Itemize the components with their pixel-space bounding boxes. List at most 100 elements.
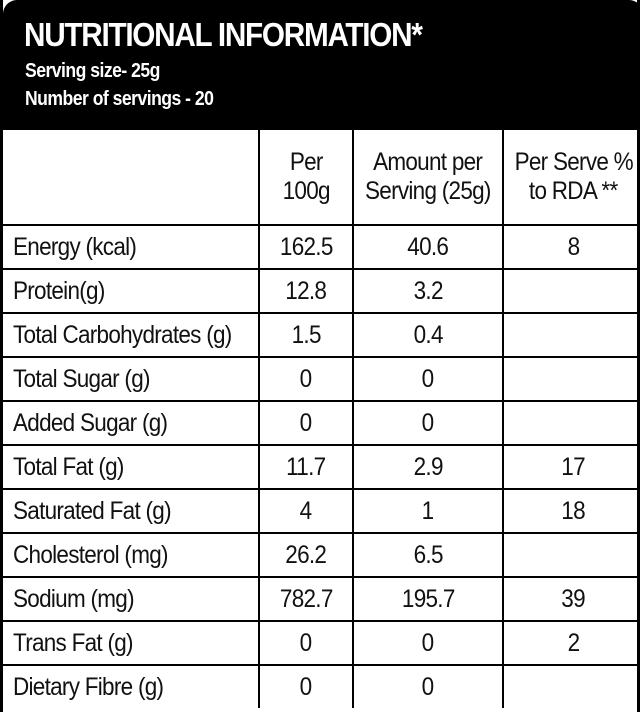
value-text: 0 [300,364,313,393]
value-text: 2.9 [413,452,443,481]
value-text: 162.5 [279,232,333,261]
value-per-100g: 1.5 [258,313,353,358]
value-text: 2 [567,628,581,657]
value-text: 40.6 [407,232,450,261]
value-text: 26.2 [285,540,328,569]
table-row: Total Fat (g) 11.7 2.9 17 [3,445,640,490]
nutrient-name: Sodium (mg) [3,577,259,622]
nutrient-name-text: Dietary Fibre (g) [13,672,164,701]
table-row: Dietary Fibre (g) 0 0 [3,665,640,708]
value-per-serving: 0 [352,665,503,708]
value-text: 782.7 [279,584,333,613]
column-header-line: Amount per [373,148,483,176]
value-per-serving: 6.5 [352,533,503,578]
value-text: 39 [561,584,586,613]
value-text: 3.2 [413,276,443,305]
value-text: 0 [422,672,435,701]
nutrient-name-text: Cholesterol (mg) [13,540,169,569]
value-rda [502,533,640,578]
value-text: 6.5 [413,540,443,569]
nutrient-name: Energy (kcal) [3,225,259,270]
nutrient-name: Added Sugar (g) [3,401,259,446]
table-row: Trans Fat (g) 0 0 2 [3,621,640,666]
column-header-per-100g: Per 100g [258,130,353,226]
value-text: 8 [567,232,581,261]
value-rda [502,665,640,708]
value-per-serving: 0 [352,621,503,666]
nutrient-name-text: Protein(g) [13,276,105,305]
column-header-line: Serving (25g) [365,177,491,205]
nutrient-name: Protein(g) [3,269,259,314]
value-text: 0 [300,672,313,701]
nutrition-header: NUTRITIONAL INFORMATION* Serving size- 2… [3,0,640,130]
value-per-100g: 0 [258,401,353,446]
value-text: 12.8 [285,276,328,305]
column-header-rda: Per Serve % to RDA ** [502,130,640,226]
column-header-line: Per Serve % [514,148,633,176]
nutrient-name-text: Total Fat (g) [13,452,124,481]
value-text: 1 [422,496,435,525]
serving-size: Serving size- 25g [25,60,160,82]
value-per-100g: 782.7 [258,577,353,622]
label-title: NUTRITIONAL INFORMATION* [24,16,423,53]
column-header-line: to RDA ** [529,177,618,205]
value-rda [502,401,640,446]
value-rda [502,269,640,314]
table-row: Saturated Fat (g) 4 1 18 [3,489,640,534]
value-text: 0 [422,364,435,393]
value-text: 0 [300,408,313,437]
table-row: Added Sugar (g) 0 0 [3,401,640,446]
value-per-100g: 0 [258,621,353,666]
value-per-serving: 195.7 [352,577,503,622]
nutrient-name: Trans Fat (g) [3,621,259,666]
table-row: Total Carbohydrates (g) 1.5 0.4 [3,313,640,358]
value-per-100g: 12.8 [258,269,353,314]
value-text: 17 [561,452,586,481]
table-row: Protein(g) 12.8 3.2 [3,269,640,314]
value-rda: 2 [502,621,640,666]
table-row: Energy (kcal) 162.5 40.6 8 [3,225,640,270]
value-text: 11.7 [286,452,326,481]
value-per-100g: 26.2 [258,533,353,578]
nutrient-name: Total Fat (g) [3,445,259,490]
nutrient-name-text: Saturated Fat (g) [13,496,172,525]
value-per-100g: 4 [258,489,353,534]
nutrient-name: Total Sugar (g) [3,357,259,402]
value-text: 18 [561,496,586,525]
value-per-serving: 40.6 [352,225,503,270]
table-row: Total Sugar (g) 0 0 [3,357,640,402]
value-text: 0 [300,628,313,657]
column-header-line: 100g [282,177,330,205]
table-header-row: Per 100g Amount per Serving (25g) Per Se… [3,130,640,226]
nutrient-name-text: Total Carbohydrates (g) [13,320,232,349]
value-per-serving: 0 [352,401,503,446]
column-header-per-serving: Amount per Serving (25g) [352,130,503,226]
value-per-serving: 2.9 [352,445,503,490]
nutrition-table: Per 100g Amount per Serving (25g) Per Se… [3,130,640,708]
nutrient-name: Saturated Fat (g) [3,489,259,534]
value-per-100g: 162.5 [258,225,353,270]
value-text: 0.4 [413,320,443,349]
value-rda [502,357,640,402]
value-rda: 8 [502,225,640,270]
value-per-serving: 1 [352,489,503,534]
value-per-serving: 0 [352,357,503,402]
value-per-serving: 0.4 [352,313,503,358]
value-text: 0 [422,628,435,657]
value-rda: 17 [502,445,640,490]
value-rda: 39 [502,577,640,622]
value-per-100g: 0 [258,665,353,708]
value-text: 195.7 [401,584,455,613]
value-per-serving: 3.2 [352,269,503,314]
nutrient-name-text: Sodium (mg) [13,584,135,613]
value-per-100g: 0 [258,357,353,402]
value-rda: 18 [502,489,640,534]
value-text: 1.5 [291,320,321,349]
nutrient-name-text: Added Sugar (g) [13,408,168,437]
nutrient-name: Total Carbohydrates (g) [3,313,259,358]
value-rda [502,313,640,358]
table-row: Sodium (mg) 782.7 195.7 39 [3,577,640,622]
value-text: 4 [300,496,313,525]
value-per-100g: 11.7 [258,445,353,490]
